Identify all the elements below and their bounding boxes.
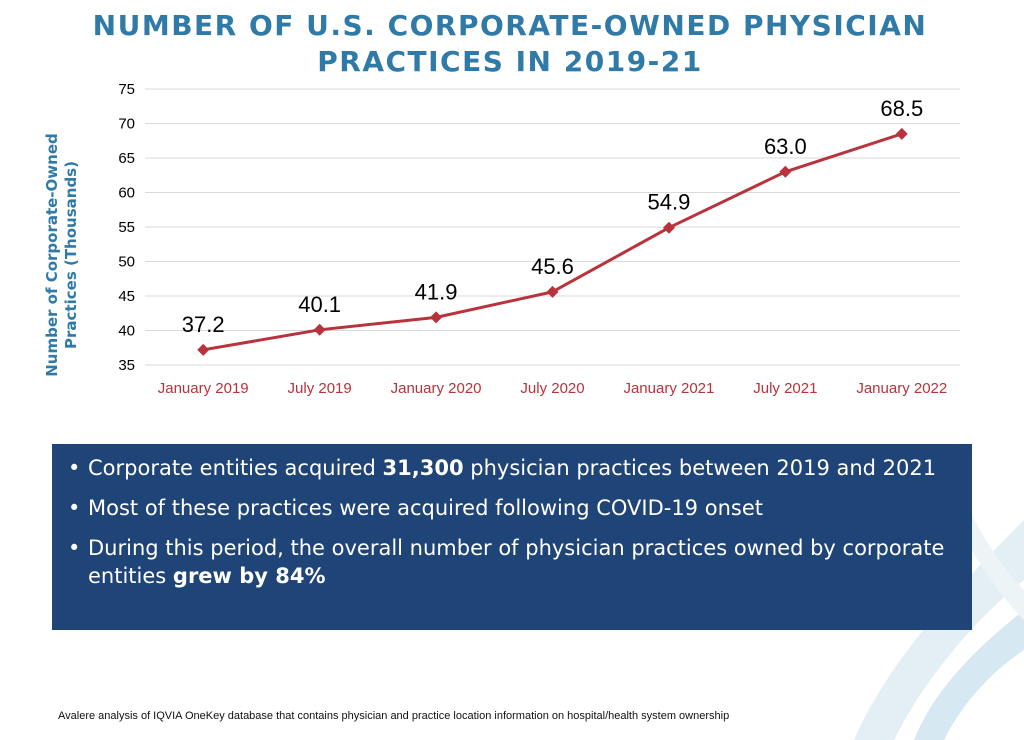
source-note: Avalere analysis of IQVIA OneKey databas… [58, 710, 730, 722]
title-line-2: PRACTICES IN 2019-21 [317, 45, 703, 78]
x-tick-label: January 2019 [158, 380, 249, 397]
data-label: 63.0 [764, 134, 807, 159]
data-point-marker [430, 311, 443, 324]
bullet-item: During this period, the overall number o… [68, 534, 952, 590]
y-tick-label: 60 [118, 185, 135, 202]
x-tick-label: July 2020 [520, 380, 584, 397]
page-title: NUMBER OF U.S. CORPORATE-OWNED PHYSICIAN… [60, 8, 960, 80]
bullet-emphasis: grew by 84% [172, 564, 326, 588]
bullet-text: physician practices between 2019 and 202… [463, 456, 937, 480]
bullet-text: Corporate entities acquired [88, 456, 383, 480]
data-point-marker [197, 343, 210, 356]
data-label: 37.2 [182, 312, 225, 337]
x-tick-label: July 2019 [288, 380, 352, 397]
y-tick-label: 40 [118, 323, 135, 340]
data-label: 41.9 [415, 279, 458, 304]
series-line [202, 132, 903, 352]
data-point-marker [313, 323, 326, 336]
y-tick-label: 35 [118, 357, 135, 374]
bullet-emphasis: 31,300 [382, 456, 464, 480]
key-findings-panel: Corporate entities acquired 31,300 physi… [52, 444, 972, 630]
x-tick-label: January 2021 [623, 380, 714, 397]
data-label: 68.5 [880, 96, 923, 121]
x-tick-label: January 2020 [391, 380, 482, 397]
title-line-1: NUMBER OF U.S. CORPORATE-OWNED PHYSICIAN [92, 9, 928, 42]
bullet-text: Most of these practices were acquired fo… [88, 496, 763, 520]
x-tick-label: July 2021 [753, 380, 817, 397]
data-label: 45.6 [531, 254, 574, 279]
data-label: 54.9 [648, 190, 691, 215]
bullet-item: Corporate entities acquired 31,300 physi… [68, 454, 952, 482]
y-tick-label: 75 [118, 81, 135, 98]
data-label: 40.1 [298, 292, 341, 317]
key-findings-list: Corporate entities acquired 31,300 physi… [68, 454, 952, 590]
bullet-text: During this period, the overall number o… [88, 536, 945, 588]
y-tick-label: 50 [118, 254, 135, 271]
y-tick-label: 45 [118, 288, 135, 305]
y-tick-label: 65 [118, 150, 135, 167]
data-point-marker [779, 165, 792, 178]
data-point-marker [895, 127, 908, 140]
bullet-item: Most of these practices were acquired fo… [68, 494, 952, 522]
y-tick-label: 70 [118, 116, 135, 133]
data-point-marker [546, 285, 559, 298]
data-point-marker [662, 221, 675, 234]
y-tick-label: 55 [118, 219, 135, 236]
x-tick-label: January 2022 [856, 380, 947, 397]
line-chart: 35 40 45 50 55 60 65 70 75 January 2019 July 2019 J… [118, 81, 960, 397]
